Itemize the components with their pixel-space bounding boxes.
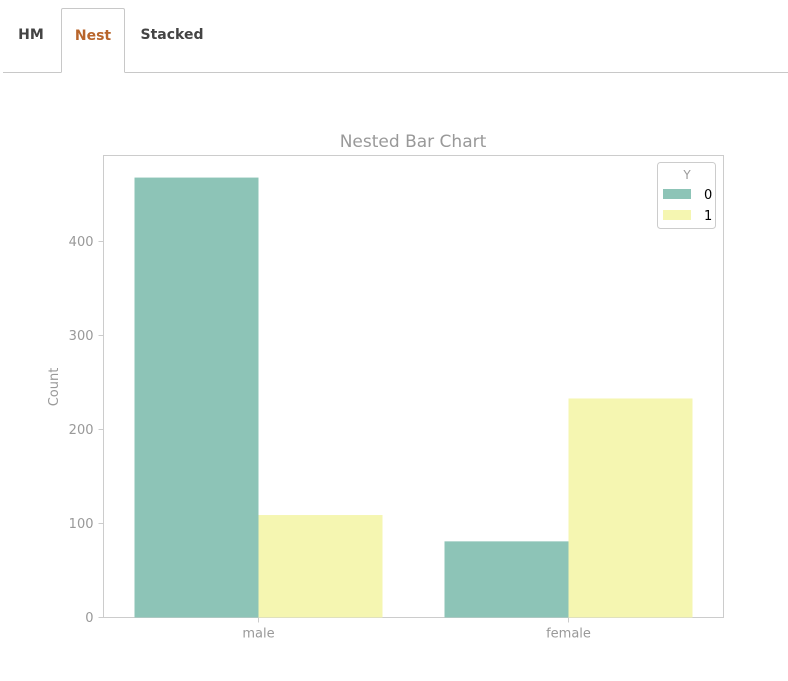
legend-label-0: 0 — [704, 188, 712, 203]
y-axis: 0 100 200 300 400 — [69, 235, 104, 626]
bar-male-y1 — [258, 515, 383, 618]
x-axis: male female — [242, 617, 591, 642]
legend-swatch-0 — [663, 189, 691, 199]
plot-area — [103, 155, 724, 618]
tab-hm[interactable]: HM — [18, 27, 44, 43]
bar-female-y0 — [444, 541, 569, 618]
x-tick-label: male — [242, 627, 274, 642]
y-tick-label: 400 — [69, 235, 94, 250]
tab-bar: HM Nest Stacked — [3, 8, 788, 73]
legend-title: Y — [682, 168, 691, 182]
chart-title: Nested Bar Chart — [340, 132, 487, 152]
y-tick-label: 200 — [69, 423, 94, 438]
legend: Y 0 1 — [657, 162, 716, 229]
x-tick-label: female — [546, 627, 591, 642]
tab-nest[interactable]: Nest — [61, 8, 125, 73]
y-axis-label: Count — [47, 368, 62, 407]
tab-stacked[interactable]: Stacked — [140, 27, 204, 43]
y-tick-label: 100 — [69, 517, 94, 532]
bar-male-y0 — [134, 177, 259, 618]
legend-label-1: 1 — [704, 209, 712, 224]
legend-swatch-1 — [663, 210, 691, 220]
y-tick-label: 0 — [85, 611, 93, 626]
bar-female-y1 — [568, 398, 693, 618]
bars — [134, 177, 693, 618]
y-tick-label: 300 — [69, 329, 94, 344]
